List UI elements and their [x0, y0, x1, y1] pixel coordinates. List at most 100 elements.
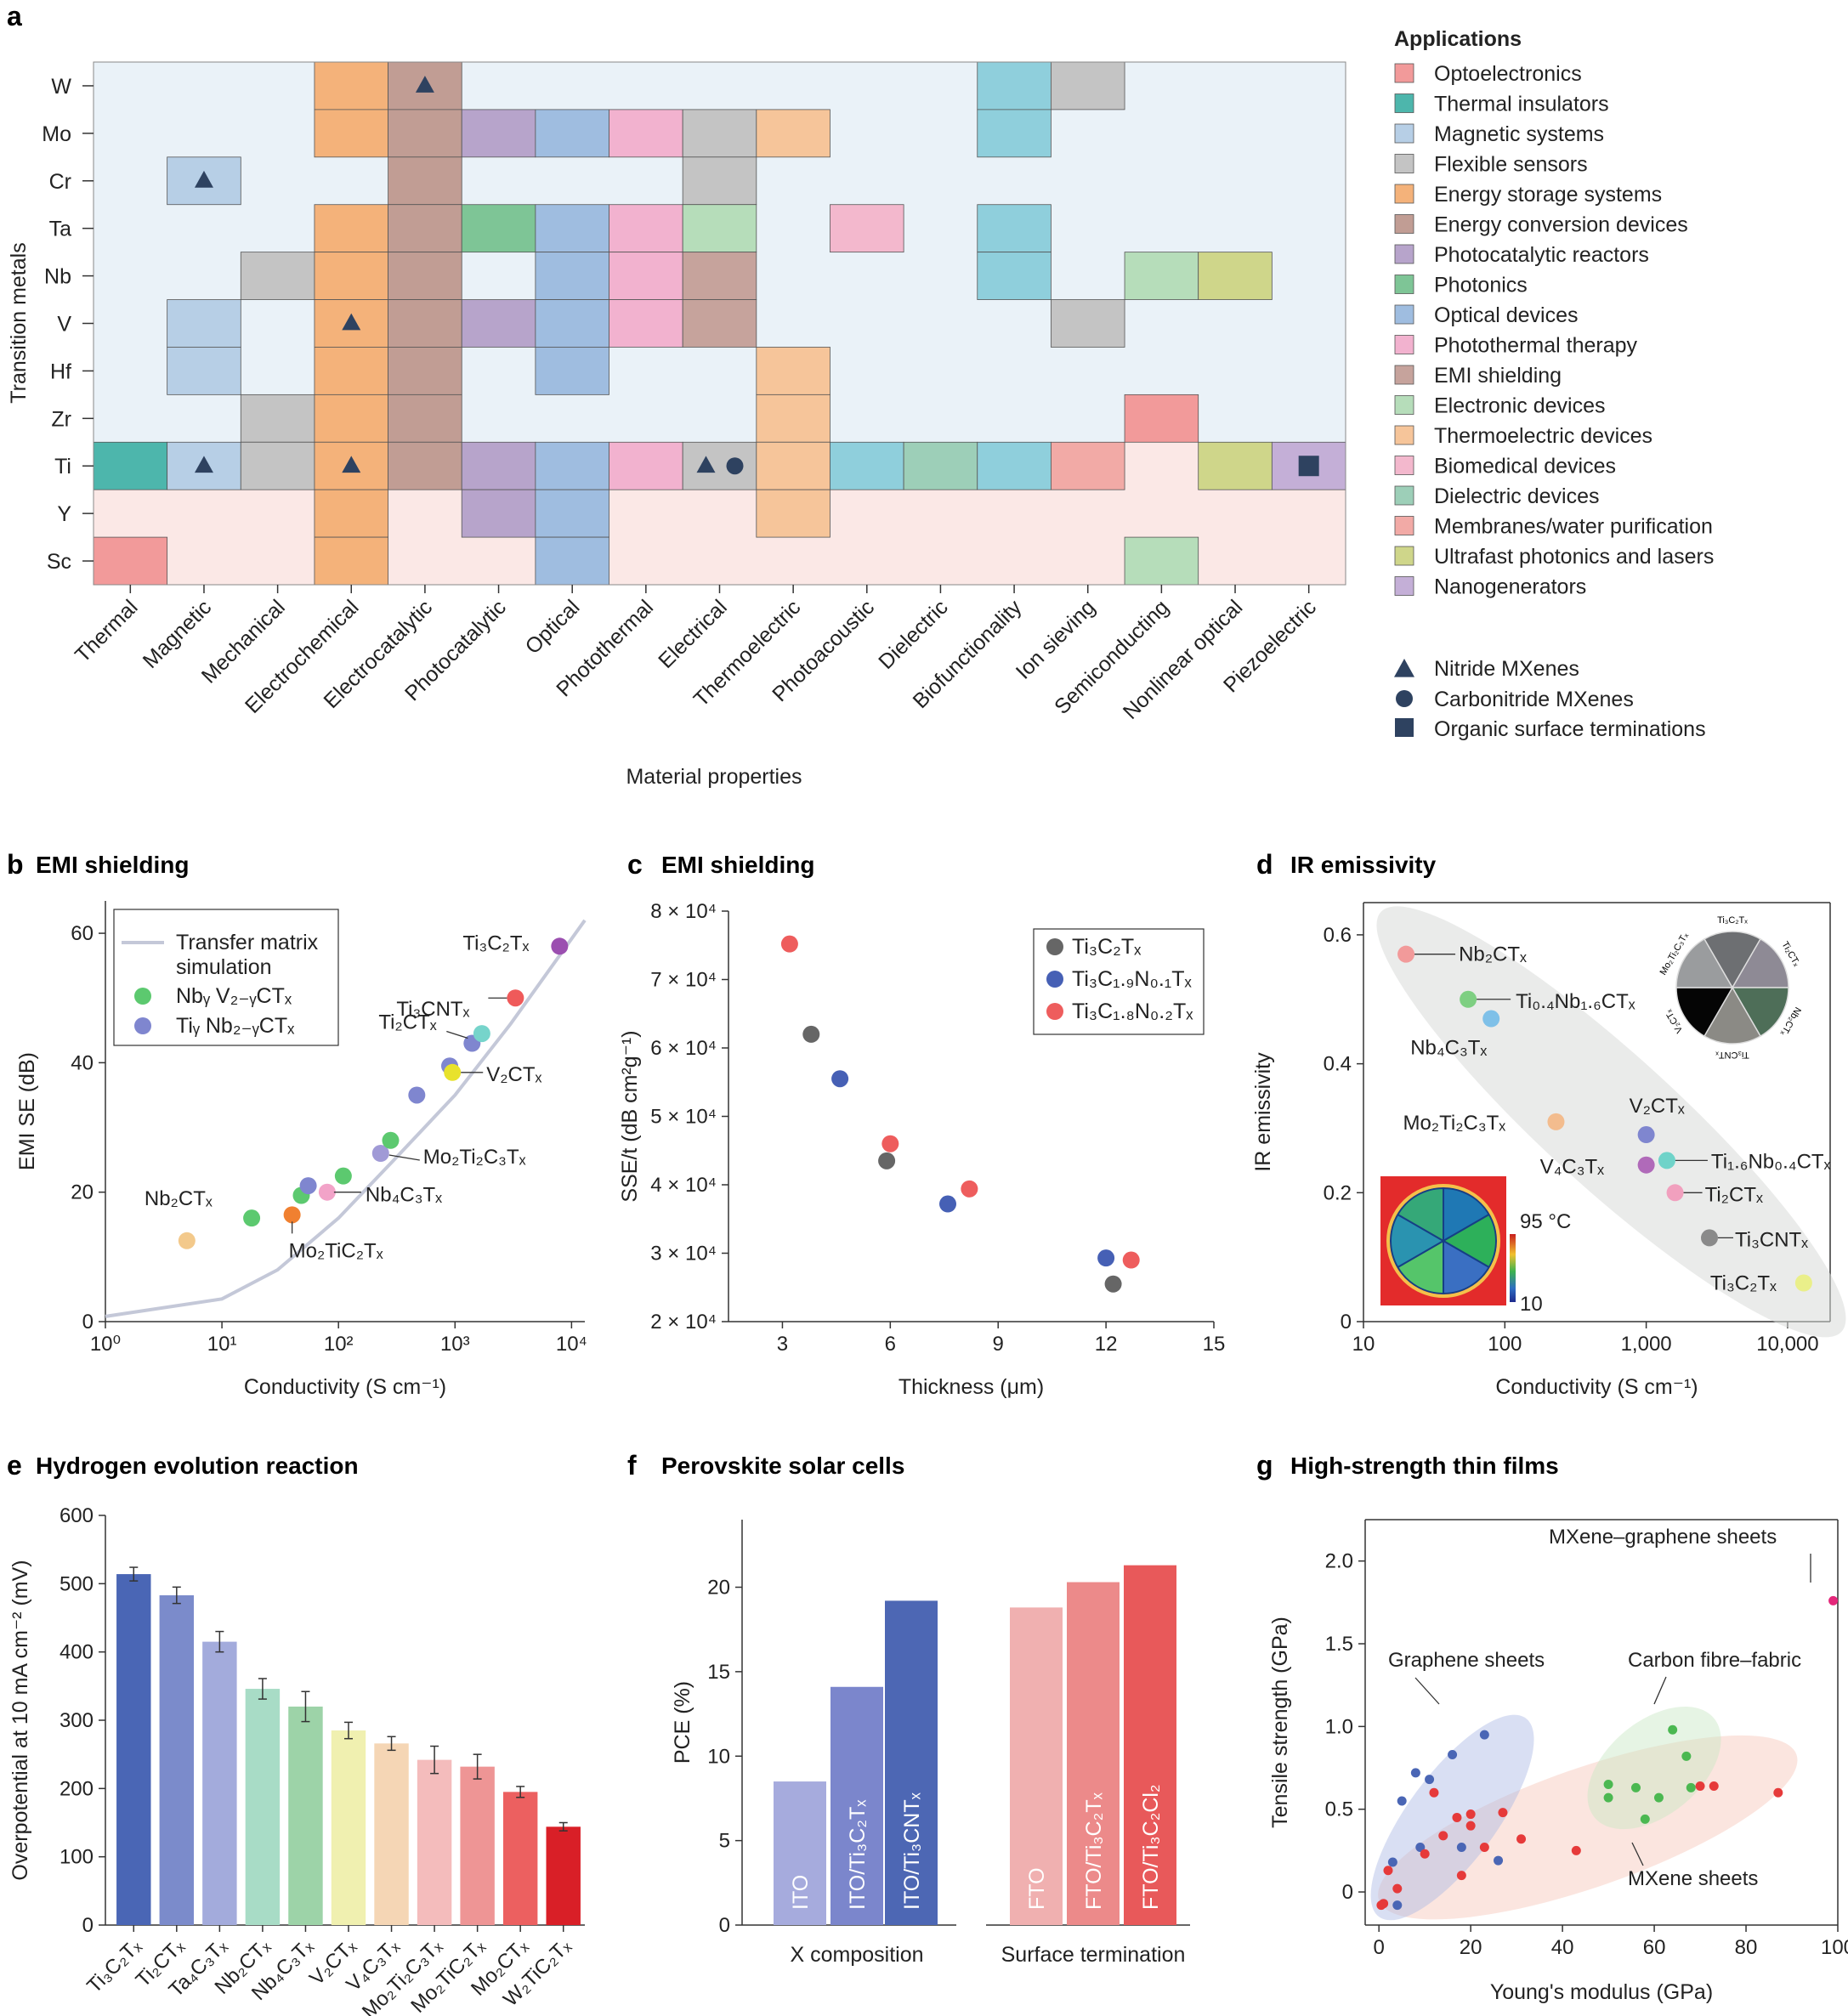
- x-tick-label: 100: [1821, 1936, 1848, 1959]
- data-point: [1479, 1842, 1489, 1852]
- heatmap-cell: [314, 394, 388, 443]
- x-axis-title: Conductivity (S cm⁻¹): [244, 1375, 446, 1399]
- bar: [460, 1766, 495, 1925]
- heatmap-cell: [682, 156, 757, 206]
- colorbar-max-label: 95 °C: [1520, 1210, 1571, 1233]
- data-point: [1465, 1821, 1476, 1831]
- legend-box: [113, 909, 339, 1046]
- legend-label: Ti₃C₁.₈N₀.₂Tₓ: [1072, 1000, 1193, 1023]
- x-tick-label: 10²: [324, 1333, 354, 1356]
- y-tick-label: 0.5: [1325, 1798, 1353, 1821]
- legend-swatch: [1394, 425, 1414, 445]
- x-tick-label: 10: [1352, 1333, 1375, 1356]
- heatmap-cell: [461, 489, 536, 538]
- legend-item-label: Photocatalytic reactors: [1434, 243, 1649, 267]
- thermal-wedge: [1442, 1213, 1497, 1269]
- data-point: [371, 1145, 389, 1162]
- heatmap-cell: [682, 441, 757, 490]
- y-tick-label: 2.0: [1325, 1550, 1353, 1573]
- heatmap-cell: [903, 441, 978, 490]
- carbonitride-legend-icon: [1396, 690, 1413, 707]
- data-point: [780, 935, 798, 953]
- heatmap-cell: [314, 204, 388, 253]
- heatmap-cell: [93, 441, 168, 490]
- property-tick-label: Magnetic: [139, 595, 217, 673]
- y-axis-title: Tensile strength (GPa): [1268, 1617, 1292, 1828]
- legend-swatch: [1394, 63, 1414, 83]
- film-wedge: [1703, 986, 1762, 1045]
- heatmap-cell: [609, 299, 683, 348]
- x-tick-label: 10⁰: [90, 1333, 121, 1356]
- x-tick-label: 0: [1374, 1936, 1385, 1959]
- film-wedge: [1675, 937, 1734, 988]
- point-label: Nb₂CTₓ: [1459, 943, 1527, 966]
- metal-tick-label: Hf: [50, 360, 71, 383]
- film-label: Ti₃CNTₓ: [1715, 1050, 1749, 1060]
- data-point: [1794, 1274, 1812, 1292]
- bar: [885, 1600, 938, 1925]
- y-tick-label: 6 × 10⁴: [650, 1037, 717, 1060]
- legend-swatch: [1394, 335, 1414, 354]
- y-tick-label: 5 × 10⁴: [650, 1106, 717, 1129]
- data-point: [1104, 1275, 1122, 1293]
- heatmap-cell: [314, 252, 388, 300]
- data-point: [1456, 1871, 1466, 1881]
- y-tick-label: 500: [60, 1572, 94, 1595]
- point-label: Ti₂CTₓ: [378, 1011, 436, 1034]
- bar: [1124, 1565, 1176, 1925]
- legend-swatch: [1394, 275, 1414, 294]
- nitride-legend-icon: [1394, 659, 1414, 677]
- mxene-sheets-envelope: [1378, 1735, 1798, 1920]
- y-tick-label: 0: [1341, 1311, 1352, 1334]
- data-point: [382, 1131, 400, 1149]
- legend-point: [1046, 971, 1063, 988]
- thermal-disc-rim: [1386, 1184, 1500, 1298]
- data-point: [1686, 1782, 1696, 1792]
- legend-item-label: Energy storage systems: [1434, 183, 1662, 207]
- y-tick-label: 1.0: [1325, 1715, 1353, 1738]
- x-tick-label: 12: [1095, 1333, 1118, 1356]
- heatmap-cell: [535, 536, 609, 586]
- data-point: [1640, 1814, 1650, 1824]
- y-tick-label: 4 × 10⁴: [650, 1174, 717, 1197]
- heatmap-cell: [1124, 252, 1199, 300]
- point-label: Nb₄C₃Tₓ: [366, 1184, 442, 1207]
- film-wedge: [1703, 931, 1762, 989]
- legend-swatch: [1394, 485, 1414, 506]
- data-point: [1494, 1855, 1504, 1866]
- data-point: [1603, 1780, 1613, 1790]
- data-point: [1482, 1010, 1500, 1028]
- heatmap-cell: [240, 394, 315, 443]
- property-tick-label: Dielectric: [874, 595, 952, 673]
- nitride-marker-icon: [342, 456, 361, 473]
- heatmap-cell: [1124, 536, 1199, 586]
- data-point: [1397, 1796, 1407, 1806]
- heatmap-cell: [1051, 61, 1125, 110]
- heatmap-cell: [388, 109, 462, 158]
- point-label: Mo₂Ti₂C₃Tₓ: [423, 1146, 526, 1169]
- legend-swatch: [1394, 154, 1414, 173]
- panel-b-title: EMI shielding: [36, 852, 189, 878]
- y-tick-label: 20: [707, 1577, 730, 1600]
- point-label: Nb₂CTₓ: [145, 1187, 213, 1210]
- label-leader: [388, 1154, 420, 1161]
- legend-item-label: Electronic devices: [1434, 394, 1605, 418]
- bar: [331, 1730, 366, 1925]
- x-axis-title: Conductivity (S cm⁻¹): [1495, 1375, 1698, 1399]
- point-label: V₄C₃Tₓ: [1540, 1156, 1605, 1179]
- nitride-marker-icon: [415, 76, 434, 93]
- data-point: [1653, 1792, 1664, 1803]
- bar: [1010, 1607, 1063, 1925]
- x-tick-label: 100: [1488, 1333, 1522, 1356]
- heatmap-cell: [314, 109, 388, 158]
- heatmap-cell: [535, 347, 609, 395]
- x-tick-label: 15: [1203, 1333, 1226, 1356]
- bar: [546, 1826, 581, 1925]
- y-axis-title: PCE (%): [671, 1681, 694, 1764]
- carbon-fibre-envelope: [1587, 1706, 1721, 1830]
- annotation-leader: [1631, 1842, 1644, 1866]
- point-label: Mo₂Ti₂C₃Tₓ: [1403, 1112, 1505, 1135]
- thermal-wedge: [1443, 1186, 1491, 1243]
- point-label: Ti₃C₂Tₓ: [462, 932, 529, 954]
- data-point: [473, 1025, 490, 1043]
